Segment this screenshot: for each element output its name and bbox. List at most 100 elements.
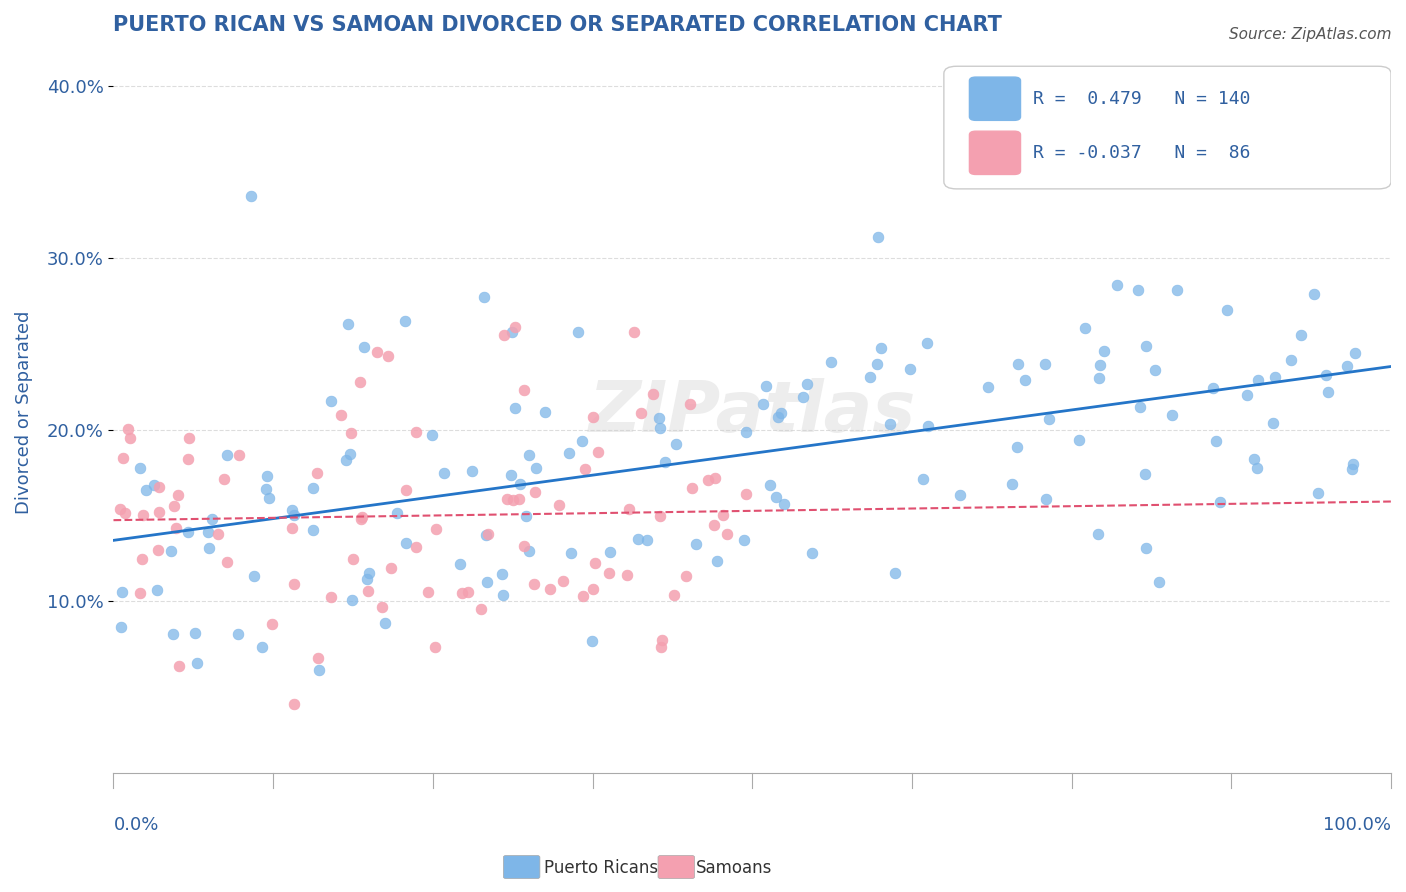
Point [651, 632, 673, 647]
Point [1000, 476, 1022, 491]
Point [572, 589, 595, 603]
Point [585, 556, 607, 570]
Point [340, 592, 363, 607]
Point [866, 357, 889, 371]
Point [162, 627, 184, 641]
Text: 0.0%: 0.0% [114, 816, 159, 835]
Point [1007, 357, 1029, 371]
Point [581, 634, 603, 648]
Point [387, 506, 409, 520]
Point [340, 426, 363, 441]
Point [215, 448, 238, 462]
Point [513, 383, 536, 397]
Point [423, 640, 446, 654]
Point [1005, 440, 1028, 454]
Text: Puerto Ricans: Puerto Ricans [544, 859, 658, 877]
Point [1306, 485, 1329, 500]
Point [755, 379, 778, 393]
Point [128, 460, 150, 475]
Point [636, 533, 658, 547]
Point [128, 586, 150, 600]
Point [1209, 495, 1232, 509]
Point [132, 508, 155, 522]
Point [1362, 148, 1385, 162]
Point [616, 568, 638, 582]
Point [197, 525, 219, 540]
Point [357, 566, 380, 580]
Point [685, 537, 707, 551]
Point [477, 527, 499, 541]
FancyBboxPatch shape [969, 131, 1021, 175]
Point [405, 540, 427, 554]
Point [949, 488, 972, 502]
Point [120, 431, 142, 445]
Point [976, 380, 998, 394]
Point [820, 354, 842, 368]
Point [111, 451, 134, 466]
Point [148, 505, 170, 519]
Point [1128, 284, 1150, 298]
Point [650, 640, 672, 655]
Point [212, 472, 235, 486]
Point [533, 405, 555, 419]
Text: R =  0.479   N = 140: R = 0.479 N = 140 [1033, 90, 1251, 108]
Point [752, 397, 775, 411]
Point [560, 546, 582, 560]
Point [599, 545, 621, 559]
Point [524, 485, 547, 500]
Point [259, 491, 281, 505]
Point [374, 615, 396, 630]
Point [766, 409, 789, 424]
Point [336, 318, 359, 332]
Point [395, 536, 418, 550]
Point [370, 600, 392, 615]
Point [321, 590, 343, 604]
Point [494, 328, 516, 343]
Y-axis label: Divorced or Separated: Divorced or Separated [15, 310, 32, 514]
Point [197, 541, 219, 556]
Point [501, 325, 523, 339]
Point [491, 588, 513, 602]
Point [773, 497, 796, 511]
Point [215, 555, 238, 569]
Point [307, 651, 329, 665]
Point [1202, 381, 1225, 395]
Point [523, 577, 546, 591]
Point [1236, 388, 1258, 402]
Point [703, 518, 725, 533]
Point [177, 431, 200, 445]
Point [283, 508, 305, 522]
Point [1074, 321, 1097, 335]
Point [260, 616, 283, 631]
Point [681, 481, 703, 495]
Point [353, 340, 375, 354]
Point [508, 491, 530, 506]
Point [870, 341, 893, 355]
Point [617, 502, 640, 516]
Point [868, 230, 890, 244]
Point [1105, 277, 1128, 292]
Point [308, 663, 330, 677]
Point [335, 453, 357, 467]
Point [110, 620, 132, 634]
Point [207, 527, 229, 541]
Point [117, 422, 139, 436]
Point [503, 401, 526, 416]
Text: Samoans: Samoans [696, 859, 772, 877]
Point [131, 551, 153, 566]
Point [1264, 369, 1286, 384]
Point [176, 452, 198, 467]
Point [1341, 462, 1364, 476]
Point [1035, 491, 1057, 506]
Point [148, 480, 170, 494]
Point [1038, 412, 1060, 426]
Point [425, 522, 447, 536]
Point [759, 478, 782, 492]
Point [796, 376, 818, 391]
Point [662, 588, 685, 602]
Point [1289, 328, 1312, 343]
Point [281, 521, 304, 535]
Point [582, 582, 605, 596]
Point [416, 585, 439, 599]
Point [538, 582, 561, 597]
